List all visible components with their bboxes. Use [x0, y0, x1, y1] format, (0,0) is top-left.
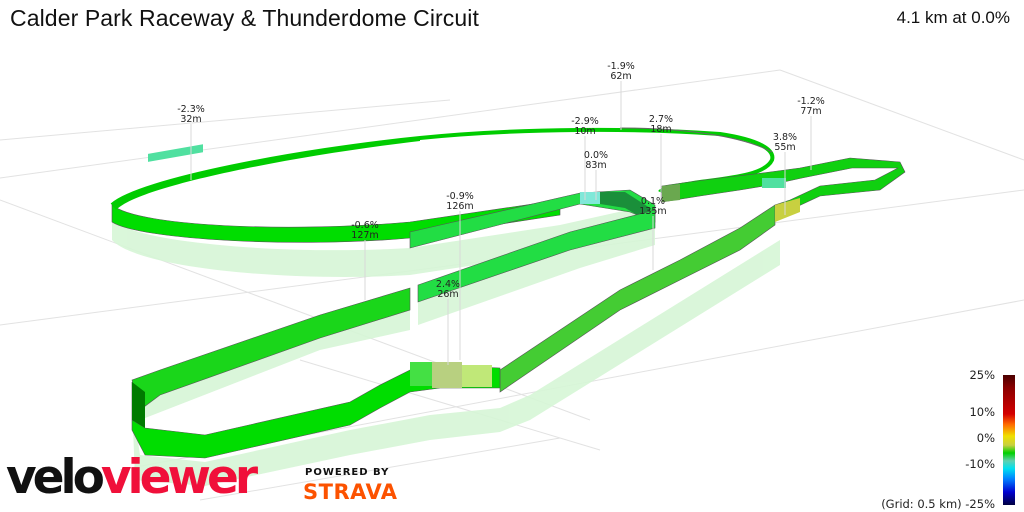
gradient-legend: 25% 10% 0% -10% (Grid: 0.5 km) -25% [864, 368, 1024, 512]
segment-distance: 126m [446, 201, 473, 212]
route-stats: 4.1 km at 0.0% [896, 8, 1010, 27]
segment-distance: 127m [351, 230, 378, 241]
segment-grade: 0.0% [584, 150, 608, 161]
segment-grade: -1.2% [797, 96, 825, 107]
legend-tick-neg10: -10% [965, 457, 995, 471]
legend-tick-0: 0% [976, 431, 995, 445]
segment-label: 0.1%135m [639, 196, 667, 270]
segment-label: -1.9%62m [607, 61, 635, 130]
track-front-diagonal [499, 198, 800, 393]
segment-grade: 3.8% [773, 132, 797, 143]
segment-distance: 26m [437, 289, 458, 300]
page-title: Calder Park Raceway & Thunderdome Circui… [10, 5, 479, 31]
segment-distance: 77m [800, 106, 821, 117]
veloviewer-logo[interactable]: veloviewer [6, 450, 258, 505]
segment-label: -2.9%10m [571, 116, 599, 200]
segment-label: 2.7%18m [649, 114, 673, 200]
segment-labels: -2.3%32m -1.9%62m -2.9%10m 2.7%18m 0.0%83m -1… [177, 61, 825, 365]
segment-grade: -2.3% [177, 104, 205, 115]
segment-distance: 55m [774, 142, 795, 153]
segment-grade: 0.1% [641, 196, 665, 207]
segment-distance: 135m [639, 206, 666, 217]
gradient-colorbar [1003, 375, 1015, 505]
segment-grade: -1.9% [607, 61, 635, 72]
segment-distance: 83m [585, 160, 606, 171]
segment-label: -1.2%77m [797, 96, 825, 170]
segment-label: 0.0%83m [584, 150, 608, 200]
logo-velo: velo [6, 450, 105, 505]
segment-distance: 32m [180, 114, 201, 125]
legend-tick-neg25-grid: (Grid: 0.5 km) -25% [881, 497, 995, 511]
segment-grade: -0.6% [351, 220, 379, 231]
segment-grade: 2.4% [436, 279, 460, 290]
segment-distance: 62m [610, 71, 631, 82]
segment-grade: -2.9% [571, 116, 599, 127]
legend-tick-25: 25% [969, 368, 995, 382]
powered-by-label: POWERED BY [305, 467, 390, 478]
segment-grade: -0.9% [446, 191, 474, 202]
track-middle-section [409, 189, 656, 303]
segment-label: -0.9%126m [446, 191, 474, 360]
legend-tick-10: 10% [969, 405, 995, 419]
segment-grade: 2.7% [649, 114, 673, 125]
segment-label: 2.4%26m [436, 279, 460, 365]
strava-logo[interactable]: STRAVA [303, 480, 398, 504]
segment-distance: 18m [650, 124, 671, 135]
track-front-hairpin [131, 287, 501, 459]
segment-distance: 10m [574, 126, 595, 137]
segment-label: -0.6%127m [351, 220, 379, 300]
logo-viewer: viewer [100, 450, 258, 505]
segment-label: -2.3%32m [177, 104, 205, 180]
segment-label: 3.8%55m [773, 132, 797, 215]
